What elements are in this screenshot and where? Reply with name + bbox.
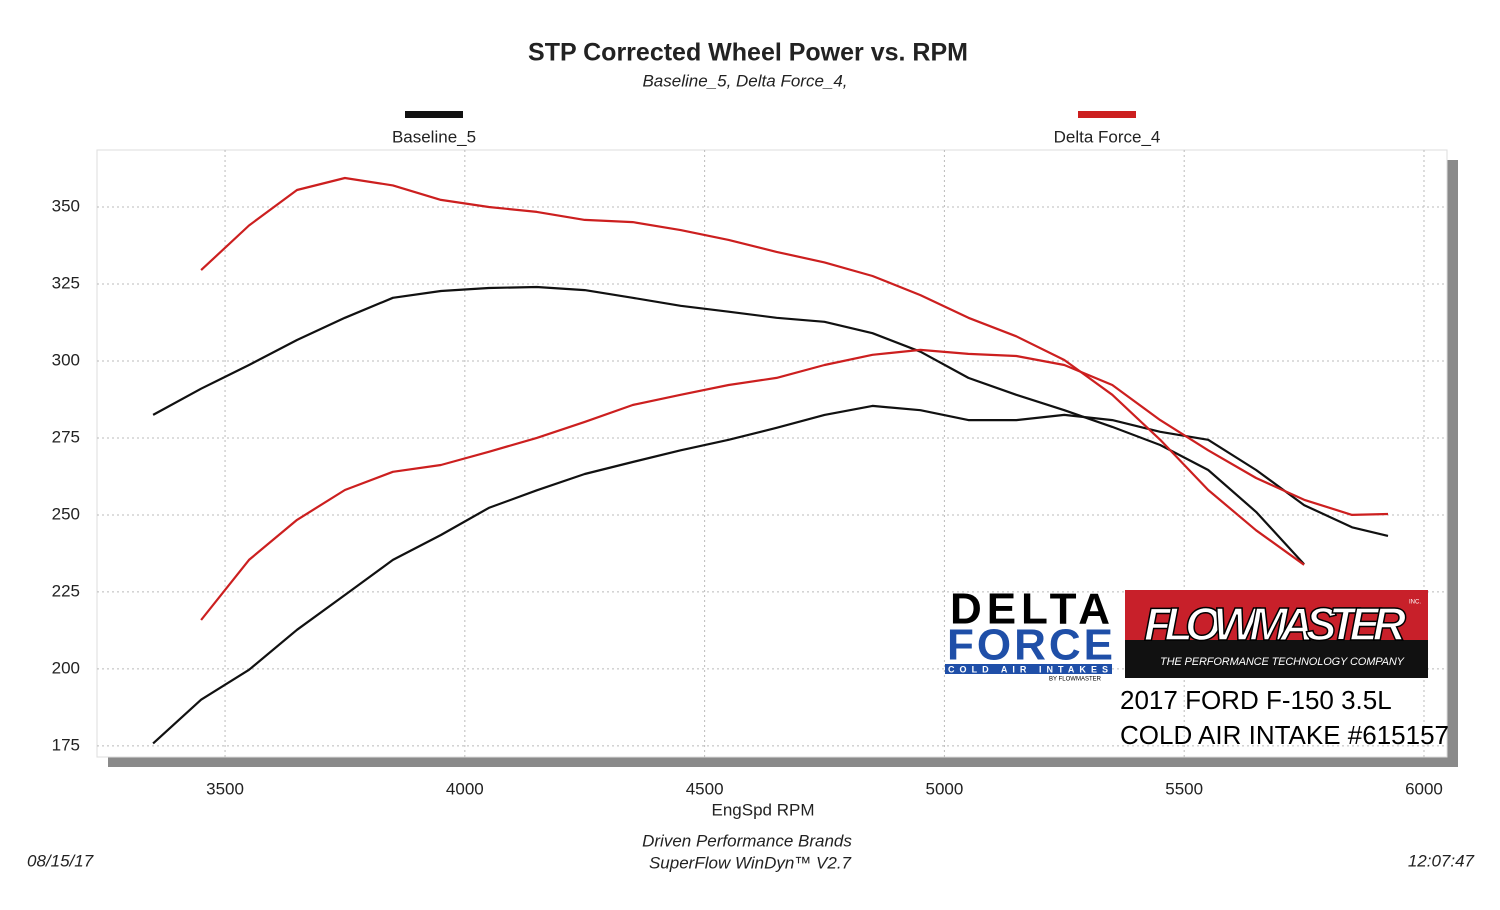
logo-band (945, 664, 1112, 674)
legend-label: Baseline_5 (392, 127, 476, 146)
logo-box (1125, 640, 1428, 678)
y-tick-label: 325 (52, 273, 80, 292)
x-tick-label: 4000 (446, 779, 484, 798)
y-tick-label: 300 (52, 350, 80, 369)
legend-label: Delta Force_4 (1054, 127, 1161, 146)
y-tick-label: 275 (52, 427, 80, 446)
caption: 2017 FORD F-150 3.5L (1120, 685, 1392, 715)
x-axis-label: EngSpd RPM (712, 800, 815, 819)
x-tick-label: 6000 (1405, 779, 1443, 798)
chart-title: STP Corrected Wheel Power vs. RPM (528, 39, 968, 67)
y-tick-label: 250 (52, 504, 80, 523)
footer: Driven Performance Brands (642, 831, 852, 850)
legend-swatch (1078, 111, 1136, 118)
logo-text: FORCE (947, 621, 1113, 670)
y-tick-label: 225 (52, 581, 80, 600)
logo-text: FLOWMASTER (1144, 598, 1406, 650)
y-tick-label: 350 (52, 196, 80, 215)
logo-text: BY FLOWMASTER (1049, 677, 1102, 683)
logo-text: DELTA (950, 585, 1110, 634)
x-tick-label: 5500 (1165, 779, 1203, 798)
subtitle: Baseline_5, Delta Force_4, (642, 71, 847, 90)
y-tick-label: 200 (52, 658, 80, 677)
y-tick-label: 175 (52, 735, 80, 754)
date: 08/15/17 (27, 851, 94, 870)
caption: COLD AIR INTAKE #615157 (1120, 720, 1449, 750)
data-line (200, 176, 1305, 566)
data-line (200, 348, 1389, 621)
logo-text: THE PERFORMANCE TECHNOLOGY COMPANY (1160, 656, 1405, 668)
x-tick-label: 3500 (206, 779, 244, 798)
legend-swatch (405, 111, 463, 118)
time: 12:07:47 (1408, 851, 1475, 870)
delta-force-logo: DELTA FORCE COLD AIR INTAKES BY FLOWMAST… (945, 585, 1113, 683)
flowmaster-logo: FLOWMASTER INC. THE PERFORMANCE TECHNOLO… (1125, 590, 1428, 678)
data-line (152, 404, 1389, 745)
logo-text: INC. (1409, 600, 1421, 606)
data-line (152, 285, 1305, 565)
x-tick-label: 5000 (925, 779, 963, 798)
footer: SuperFlow WinDyn™ V2.7 (649, 853, 852, 872)
x-tick-label: 4500 (686, 779, 724, 798)
